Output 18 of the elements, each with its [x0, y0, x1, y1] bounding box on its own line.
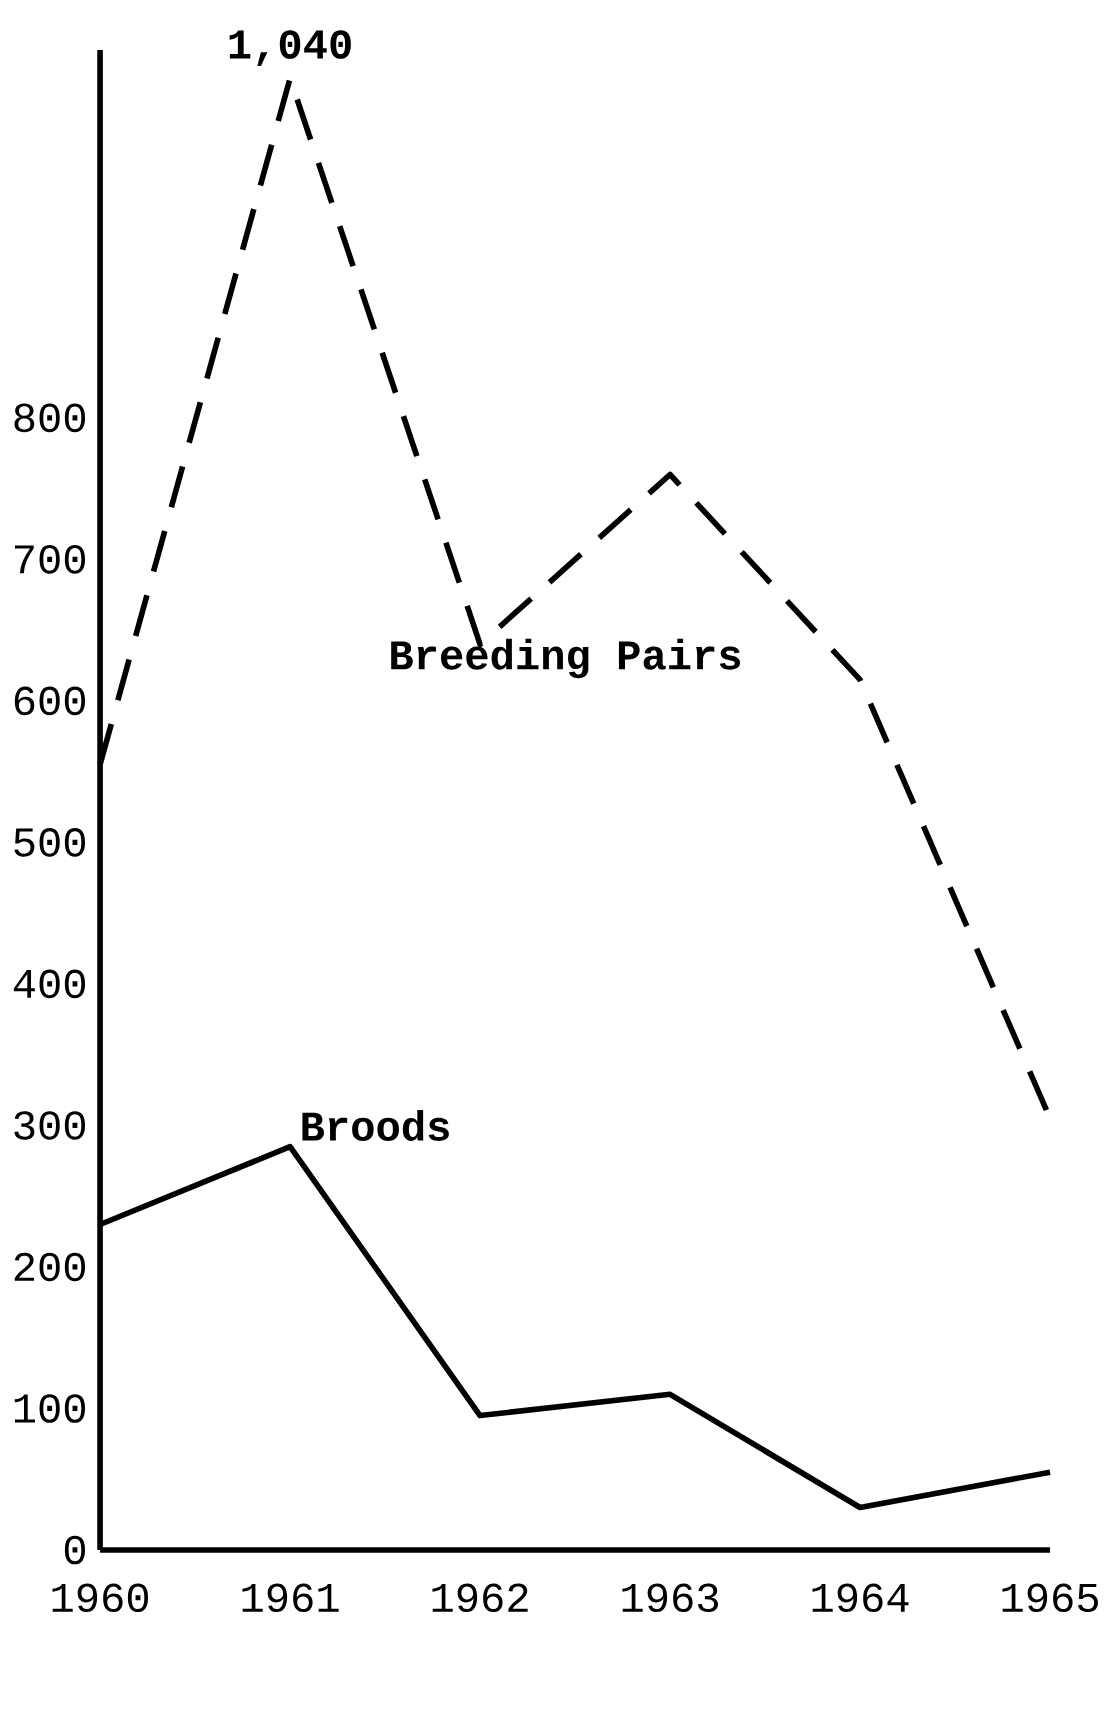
x-tick-label: 1960 [52, 1583, 148, 1613]
series-label: Broods [302, 1109, 449, 1141]
y-tick-label: 700 [14, 545, 85, 574]
series-label: Breeding Pairs [391, 638, 740, 679]
x-tick-label: 1964 [812, 1583, 909, 1613]
x-tick-label: 1965 [1002, 1583, 1098, 1613]
x-tick-label: 1963 [622, 1583, 718, 1613]
annotation: 1,040 [229, 30, 351, 66]
x-tick-label: 1962 [432, 1583, 528, 1613]
y-tick-label: 400 [13, 969, 85, 999]
y-tick-label: 0 [64, 1535, 85, 1565]
y-tick-label: 500 [14, 828, 85, 857]
y-tick-label: 600 [14, 686, 85, 716]
y-tick-label: 300 [14, 1111, 85, 1140]
y-tick-label: 100 [14, 1394, 85, 1423]
x-tick-label: 1961 [242, 1583, 339, 1613]
y-tick-label: 800 [14, 403, 85, 433]
y-tick-label: 200 [14, 1252, 85, 1282]
